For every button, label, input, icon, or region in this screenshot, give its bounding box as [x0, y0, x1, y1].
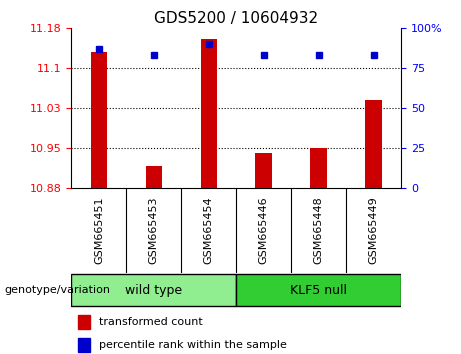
- Bar: [78, 338, 90, 352]
- Text: KLF5 null: KLF5 null: [290, 284, 347, 297]
- FancyBboxPatch shape: [71, 274, 236, 306]
- FancyBboxPatch shape: [236, 274, 401, 306]
- Bar: [146, 166, 162, 188]
- Text: transformed count: transformed count: [99, 317, 203, 327]
- Bar: [255, 153, 272, 188]
- Text: genotype/variation: genotype/variation: [5, 285, 111, 295]
- Text: wild type: wild type: [125, 284, 183, 297]
- Text: GSM665451: GSM665451: [94, 196, 104, 264]
- Bar: [201, 39, 217, 188]
- Bar: [366, 100, 382, 188]
- Title: GDS5200 / 10604932: GDS5200 / 10604932: [154, 11, 319, 26]
- Bar: [310, 148, 327, 188]
- Text: percentile rank within the sample: percentile rank within the sample: [99, 340, 287, 350]
- Bar: [78, 315, 90, 329]
- Bar: [91, 52, 107, 188]
- Text: GSM665454: GSM665454: [204, 196, 214, 264]
- Text: GSM665453: GSM665453: [149, 196, 159, 264]
- Text: GSM665449: GSM665449: [369, 196, 378, 264]
- Text: GSM665446: GSM665446: [259, 196, 269, 264]
- Text: GSM665448: GSM665448: [313, 196, 324, 264]
